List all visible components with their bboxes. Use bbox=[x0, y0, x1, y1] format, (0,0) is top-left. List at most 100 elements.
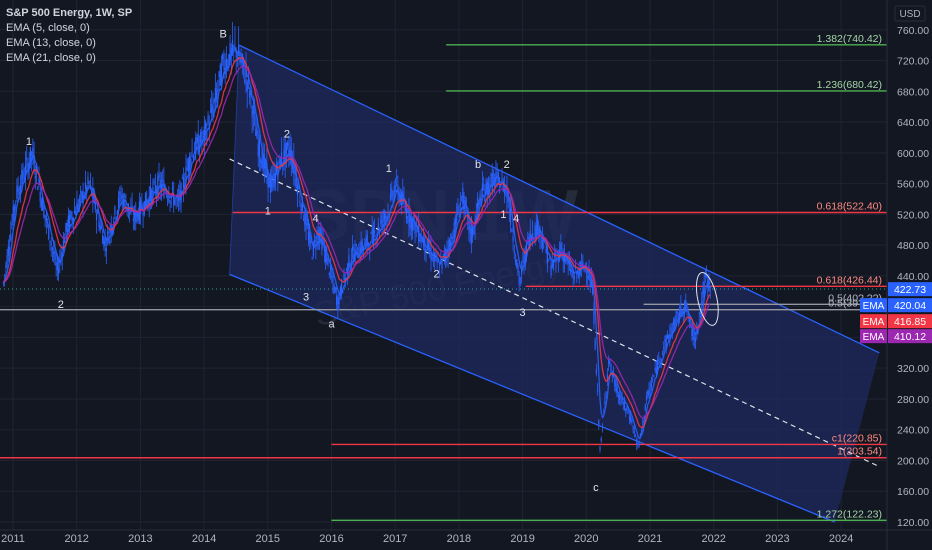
candle-body bbox=[122, 199, 125, 208]
candle-body bbox=[325, 249, 327, 262]
candle-body bbox=[15, 201, 17, 203]
candle-body bbox=[263, 154, 265, 169]
candle-body bbox=[563, 256, 566, 262]
candle-body bbox=[84, 182, 87, 189]
candle-body bbox=[213, 99, 215, 104]
candle-body bbox=[567, 261, 569, 264]
candle-body bbox=[425, 249, 427, 253]
channel-lower-line[interactable] bbox=[229, 273, 835, 523]
candle-body bbox=[105, 248, 107, 252]
candle-body bbox=[446, 249, 448, 254]
candle-body bbox=[669, 333, 671, 340]
candle-body bbox=[627, 413, 629, 414]
candle-body bbox=[513, 251, 515, 254]
channel-upper-line[interactable] bbox=[238, 44, 880, 354]
candle-body bbox=[207, 116, 209, 124]
ema-price-tag bbox=[888, 314, 932, 329]
fib-level-label: 0.618(426.44) bbox=[817, 274, 882, 286]
ema21-line[interactable] bbox=[3, 65, 711, 420]
candle-body bbox=[64, 237, 66, 244]
wave-label: 2 bbox=[58, 299, 64, 311]
wave-label: c bbox=[593, 482, 599, 494]
candle-body bbox=[638, 443, 640, 445]
candle-body bbox=[489, 189, 491, 194]
candle-body bbox=[438, 273, 441, 275]
wave-label: a bbox=[328, 318, 335, 330]
candle-body bbox=[40, 200, 43, 207]
legend-ema13[interactable]: EMA (13, close, 0) bbox=[6, 37, 96, 49]
legend-ema21[interactable]: EMA (21, close, 0) bbox=[6, 52, 96, 64]
candle-body bbox=[180, 183, 182, 204]
candle-body bbox=[481, 183, 484, 192]
wave-label: 3 bbox=[520, 307, 526, 319]
candle-body bbox=[588, 269, 590, 280]
candle-body bbox=[212, 107, 214, 117]
candle-body bbox=[458, 216, 460, 218]
candle-body bbox=[364, 241, 366, 247]
candle-body bbox=[356, 256, 359, 258]
candle-body bbox=[242, 60, 245, 67]
ema13-line[interactable] bbox=[2, 56, 711, 429]
time-tick-label: 2013 bbox=[128, 533, 152, 545]
ema5-line[interactable] bbox=[2, 46, 711, 440]
candle-body bbox=[158, 174, 160, 178]
candle-body bbox=[355, 243, 357, 246]
fib-levels[interactable]: 1.382(740.42) 1.236(680.42) 0.618(522.40) 0… bbox=[0, 33, 887, 521]
currency-label[interactable]: USD bbox=[899, 9, 920, 20]
candle-body bbox=[500, 184, 502, 188]
time-tick-label: 2016 bbox=[319, 533, 343, 545]
candle-body bbox=[204, 122, 207, 129]
candle-body bbox=[653, 375, 655, 377]
candle-body bbox=[117, 197, 120, 208]
candle-body bbox=[570, 269, 572, 273]
candle-body bbox=[4, 274, 6, 277]
candle-body bbox=[95, 213, 98, 220]
candle-body bbox=[456, 213, 458, 222]
time-axis[interactable] bbox=[0, 530, 932, 550]
candle-body bbox=[579, 261, 582, 265]
candle-body bbox=[703, 281, 705, 295]
candle-body bbox=[304, 211, 306, 225]
candle-body bbox=[73, 210, 76, 213]
candle-body bbox=[31, 152, 33, 156]
legend-ema5[interactable]: EMA (5, close, 0) bbox=[6, 22, 90, 34]
candle-body bbox=[94, 198, 96, 210]
candle-body bbox=[196, 137, 198, 143]
candle-body bbox=[285, 142, 288, 155]
last-price-text: 422.73 bbox=[894, 284, 926, 296]
candle-body bbox=[132, 219, 134, 221]
candle-body bbox=[66, 222, 68, 232]
candle-body bbox=[240, 58, 242, 64]
candle-body bbox=[476, 202, 479, 209]
candle-body bbox=[692, 330, 694, 340]
candle-body bbox=[142, 213, 144, 216]
candle-body bbox=[528, 237, 530, 247]
candle-body bbox=[239, 58, 241, 62]
candle-body bbox=[562, 251, 564, 262]
candle-body bbox=[604, 400, 606, 405]
candle-body bbox=[495, 173, 497, 181]
channel-mid-line[interactable] bbox=[229, 158, 880, 468]
candle-body bbox=[211, 104, 213, 113]
candle-body bbox=[702, 288, 704, 298]
price-axis[interactable] bbox=[887, 0, 932, 550]
candle-body bbox=[217, 88, 219, 91]
candle-body bbox=[171, 187, 174, 190]
price-tick-label: 600.00 bbox=[897, 148, 929, 160]
candle-body bbox=[24, 164, 27, 176]
candle-body bbox=[611, 374, 613, 377]
candle-body bbox=[230, 48, 232, 56]
candle-body bbox=[383, 211, 386, 221]
candle-body bbox=[13, 206, 16, 211]
candle-body bbox=[650, 383, 653, 388]
candle-body bbox=[659, 360, 661, 363]
candle-body bbox=[399, 195, 401, 201]
candle-body bbox=[497, 172, 499, 179]
candle-body bbox=[435, 254, 437, 256]
highlight-ellipse[interactable] bbox=[692, 271, 722, 328]
candle-body bbox=[91, 189, 93, 195]
price-tick-label: 680.00 bbox=[897, 86, 929, 98]
regression-channel[interactable] bbox=[229, 44, 880, 523]
